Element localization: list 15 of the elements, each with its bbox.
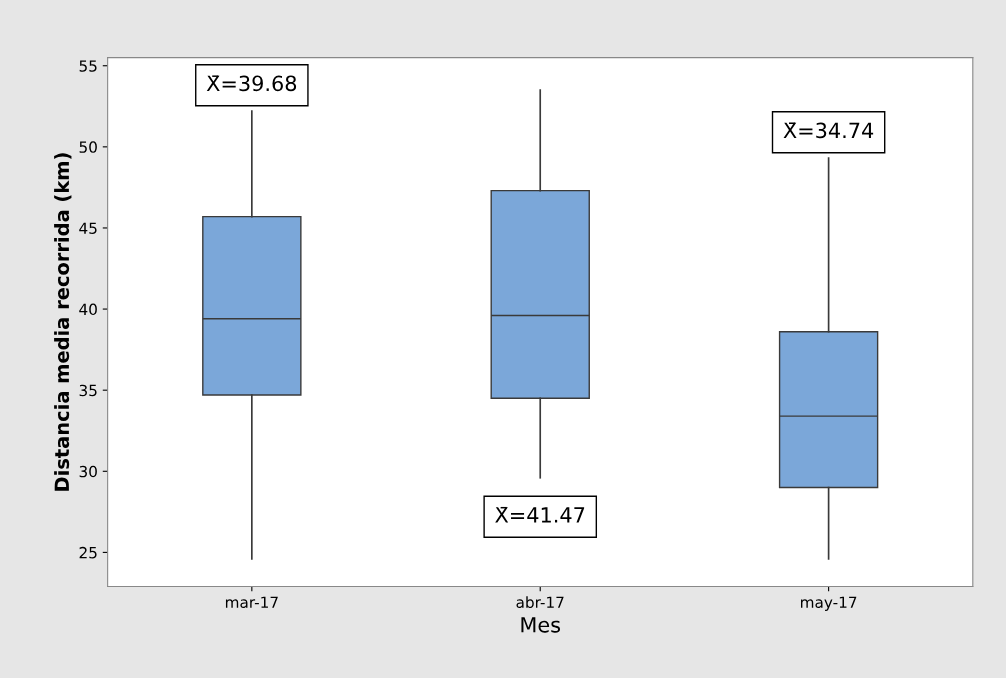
x-tick-label: mar-17 xyxy=(225,596,278,609)
y-axis-title: Distancia media recorrida (km) xyxy=(54,153,72,491)
x-axis-title: Mes xyxy=(521,617,561,633)
x-tick-label: abr-17 xyxy=(516,596,564,609)
annotation: X̄=34.74 xyxy=(783,122,874,139)
y-tick-label: 30 xyxy=(79,465,97,478)
y-tick-label: 45 xyxy=(79,222,97,234)
y-tick-label: 50 xyxy=(79,141,97,153)
y-tick-label: 35 xyxy=(79,384,97,397)
y-tick-label: 40 xyxy=(79,303,97,316)
x-tick-label: may-17 xyxy=(801,596,857,611)
annotation: X̄=39.68 xyxy=(206,75,297,92)
annotation: X̄=41.47 xyxy=(495,506,585,523)
y-tick-label: 25 xyxy=(79,546,97,559)
y-tick-label: 55 xyxy=(79,60,97,72)
